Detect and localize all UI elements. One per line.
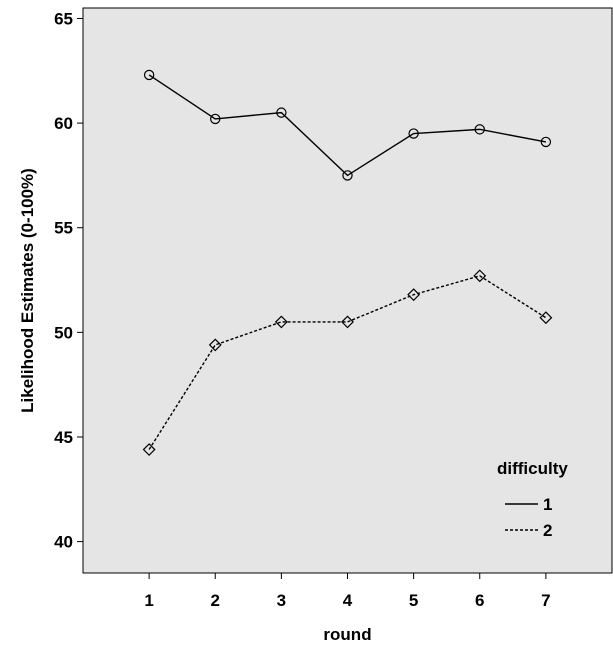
y-axis: 40 45 50 55 60 65 xyxy=(54,9,83,552)
legend-label-1: 1 xyxy=(543,495,552,514)
series-1-point xyxy=(408,128,419,139)
series-2-point xyxy=(208,338,222,352)
x-axis-title: round xyxy=(323,625,371,644)
series-2-point xyxy=(473,269,487,283)
x-tick-label: 7 xyxy=(541,591,550,610)
series-2-line xyxy=(148,275,547,450)
plot-area xyxy=(82,7,613,574)
legend-title: difficulty xyxy=(497,459,568,478)
series-1-point xyxy=(210,113,221,125)
series-1-line xyxy=(148,74,547,177)
series-1-point xyxy=(143,69,155,81)
legend: difficulty 1 2 xyxy=(497,459,568,540)
y-tick-label: 60 xyxy=(54,114,73,133)
series-1 xyxy=(143,69,552,181)
y-tick-label: 65 xyxy=(54,9,73,28)
x-axis: 1 2 3 4 5 6 7 xyxy=(144,573,551,610)
series-2-point xyxy=(274,315,288,329)
x-tick-label: 2 xyxy=(211,591,220,610)
series-1-point xyxy=(276,107,287,118)
series-1-point xyxy=(474,124,485,135)
series-2-point xyxy=(407,288,421,302)
x-tick-label: 6 xyxy=(475,591,484,610)
x-tick-label: 4 xyxy=(343,591,353,610)
y-tick-label: 40 xyxy=(54,533,73,552)
y-tick-label: 45 xyxy=(54,428,73,447)
y-tick-label: 50 xyxy=(54,323,73,342)
series-2-point xyxy=(142,443,156,456)
y-axis-title: Likelihood Estimates (0-100%) xyxy=(18,168,37,413)
series-layer xyxy=(142,69,553,456)
series-2-point xyxy=(341,315,354,329)
x-tick-label: 1 xyxy=(144,591,153,610)
series-1-point xyxy=(342,170,353,181)
x-tick-label: 5 xyxy=(409,591,418,610)
series-2 xyxy=(142,269,553,456)
x-tick-label: 3 xyxy=(277,591,286,610)
series-2-point xyxy=(539,311,553,325)
legend-label-2: 2 xyxy=(543,521,552,540)
series-1-point xyxy=(540,136,552,148)
y-tick-label: 55 xyxy=(54,219,73,238)
